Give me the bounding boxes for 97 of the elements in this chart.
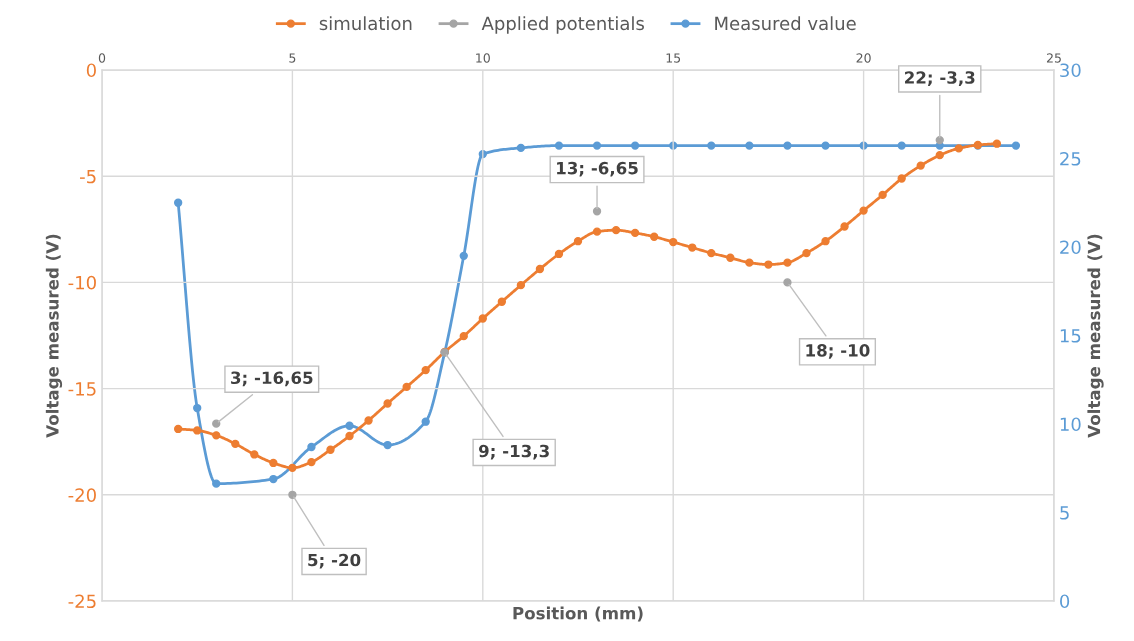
data-label: 18; -10: [806, 344, 870, 359]
point: [897, 141, 906, 150]
legend-label: Applied potentials: [481, 16, 644, 34]
point: [212, 479, 221, 488]
point: [992, 139, 1002, 148]
point: [269, 458, 278, 468]
point: [688, 243, 697, 252]
point: [459, 251, 468, 261]
point: [326, 445, 335, 454]
x-tick-label: 5: [289, 53, 296, 63]
point: [726, 253, 735, 262]
point: [764, 260, 773, 269]
point: [935, 135, 944, 145]
y-tick-label: -25: [68, 594, 96, 609]
legend-label: simulation: [319, 16, 412, 31]
point: [212, 419, 221, 428]
point: [364, 416, 373, 425]
point: [897, 174, 906, 183]
point: [821, 237, 830, 246]
y-tick-label: -10: [68, 275, 96, 290]
point: [478, 314, 487, 323]
point: [669, 237, 678, 247]
y-tick-label: -15: [68, 382, 96, 396]
x-tick-label: 25: [1046, 53, 1061, 63]
point: [421, 365, 430, 375]
point: [193, 426, 202, 435]
point: [307, 442, 316, 452]
data-label: 3; -16,65: [231, 371, 313, 387]
point: [193, 403, 202, 413]
point: [173, 198, 183, 207]
point: [630, 141, 640, 150]
y2-axis-title: Voltage measured (V): [1087, 234, 1104, 438]
point: [592, 207, 602, 216]
y-tick-label: 0: [86, 63, 96, 78]
point: [173, 424, 183, 434]
point: [954, 144, 963, 153]
point: [250, 450, 259, 459]
point: [592, 141, 602, 150]
point: [611, 225, 621, 235]
legend-label: Measured value: [715, 16, 856, 31]
point: [212, 431, 221, 440]
y2-tick-label: 10: [1060, 417, 1081, 432]
point: [783, 258, 792, 267]
point: [421, 417, 430, 426]
point: [1011, 141, 1021, 150]
point: [649, 232, 659, 241]
point: [554, 249, 564, 259]
point: [783, 141, 792, 150]
point: [630, 228, 640, 238]
data-label: 13; -6,65: [557, 161, 638, 177]
point: [383, 440, 392, 450]
point: [497, 297, 507, 306]
y-axis-title: Voltage measured (V): [45, 234, 63, 438]
y2-tick-label: 5: [1060, 506, 1069, 520]
point: [345, 421, 354, 430]
point: [707, 141, 716, 150]
point: [459, 331, 468, 341]
y-tick-label: -20: [68, 488, 96, 502]
point: [383, 399, 392, 408]
point: [916, 161, 925, 170]
point: [707, 248, 716, 258]
point: [745, 141, 754, 150]
point: [859, 206, 868, 215]
point: [288, 463, 297, 472]
point: [745, 258, 754, 267]
point: [345, 431, 354, 441]
point: [592, 227, 602, 236]
point: [878, 190, 887, 200]
point: [516, 280, 526, 290]
y2-tick-label: 0: [1060, 594, 1070, 609]
point: [402, 382, 411, 392]
y-tick-label: -5: [80, 169, 96, 184]
y2-tick-label: 15: [1060, 329, 1081, 343]
point: [516, 143, 526, 153]
y2-tick-label: 30: [1060, 63, 1081, 78]
x-tick-label: 15: [666, 53, 681, 63]
data-label: 22; -3,3: [905, 71, 975, 86]
x-tick-label: 0: [98, 53, 106, 63]
x-axis-title: Position (mm): [513, 606, 643, 622]
y2-tick-label: 20: [1060, 240, 1081, 255]
point: [840, 222, 849, 231]
point: [573, 237, 583, 246]
point: [231, 439, 240, 448]
point: [783, 278, 792, 287]
point: [802, 248, 811, 258]
x-tick-label: 20: [856, 53, 871, 63]
point: [935, 151, 944, 160]
y2-tick-label: 25: [1060, 151, 1081, 166]
point: [288, 490, 297, 499]
point: [307, 457, 316, 467]
x-tick-label: 10: [476, 53, 490, 63]
point: [535, 264, 545, 274]
point: [821, 141, 830, 150]
point: [554, 141, 564, 150]
data-label: 5; -20: [308, 553, 361, 569]
data-label: 9; -13,3: [478, 444, 549, 460]
point: [269, 474, 278, 484]
